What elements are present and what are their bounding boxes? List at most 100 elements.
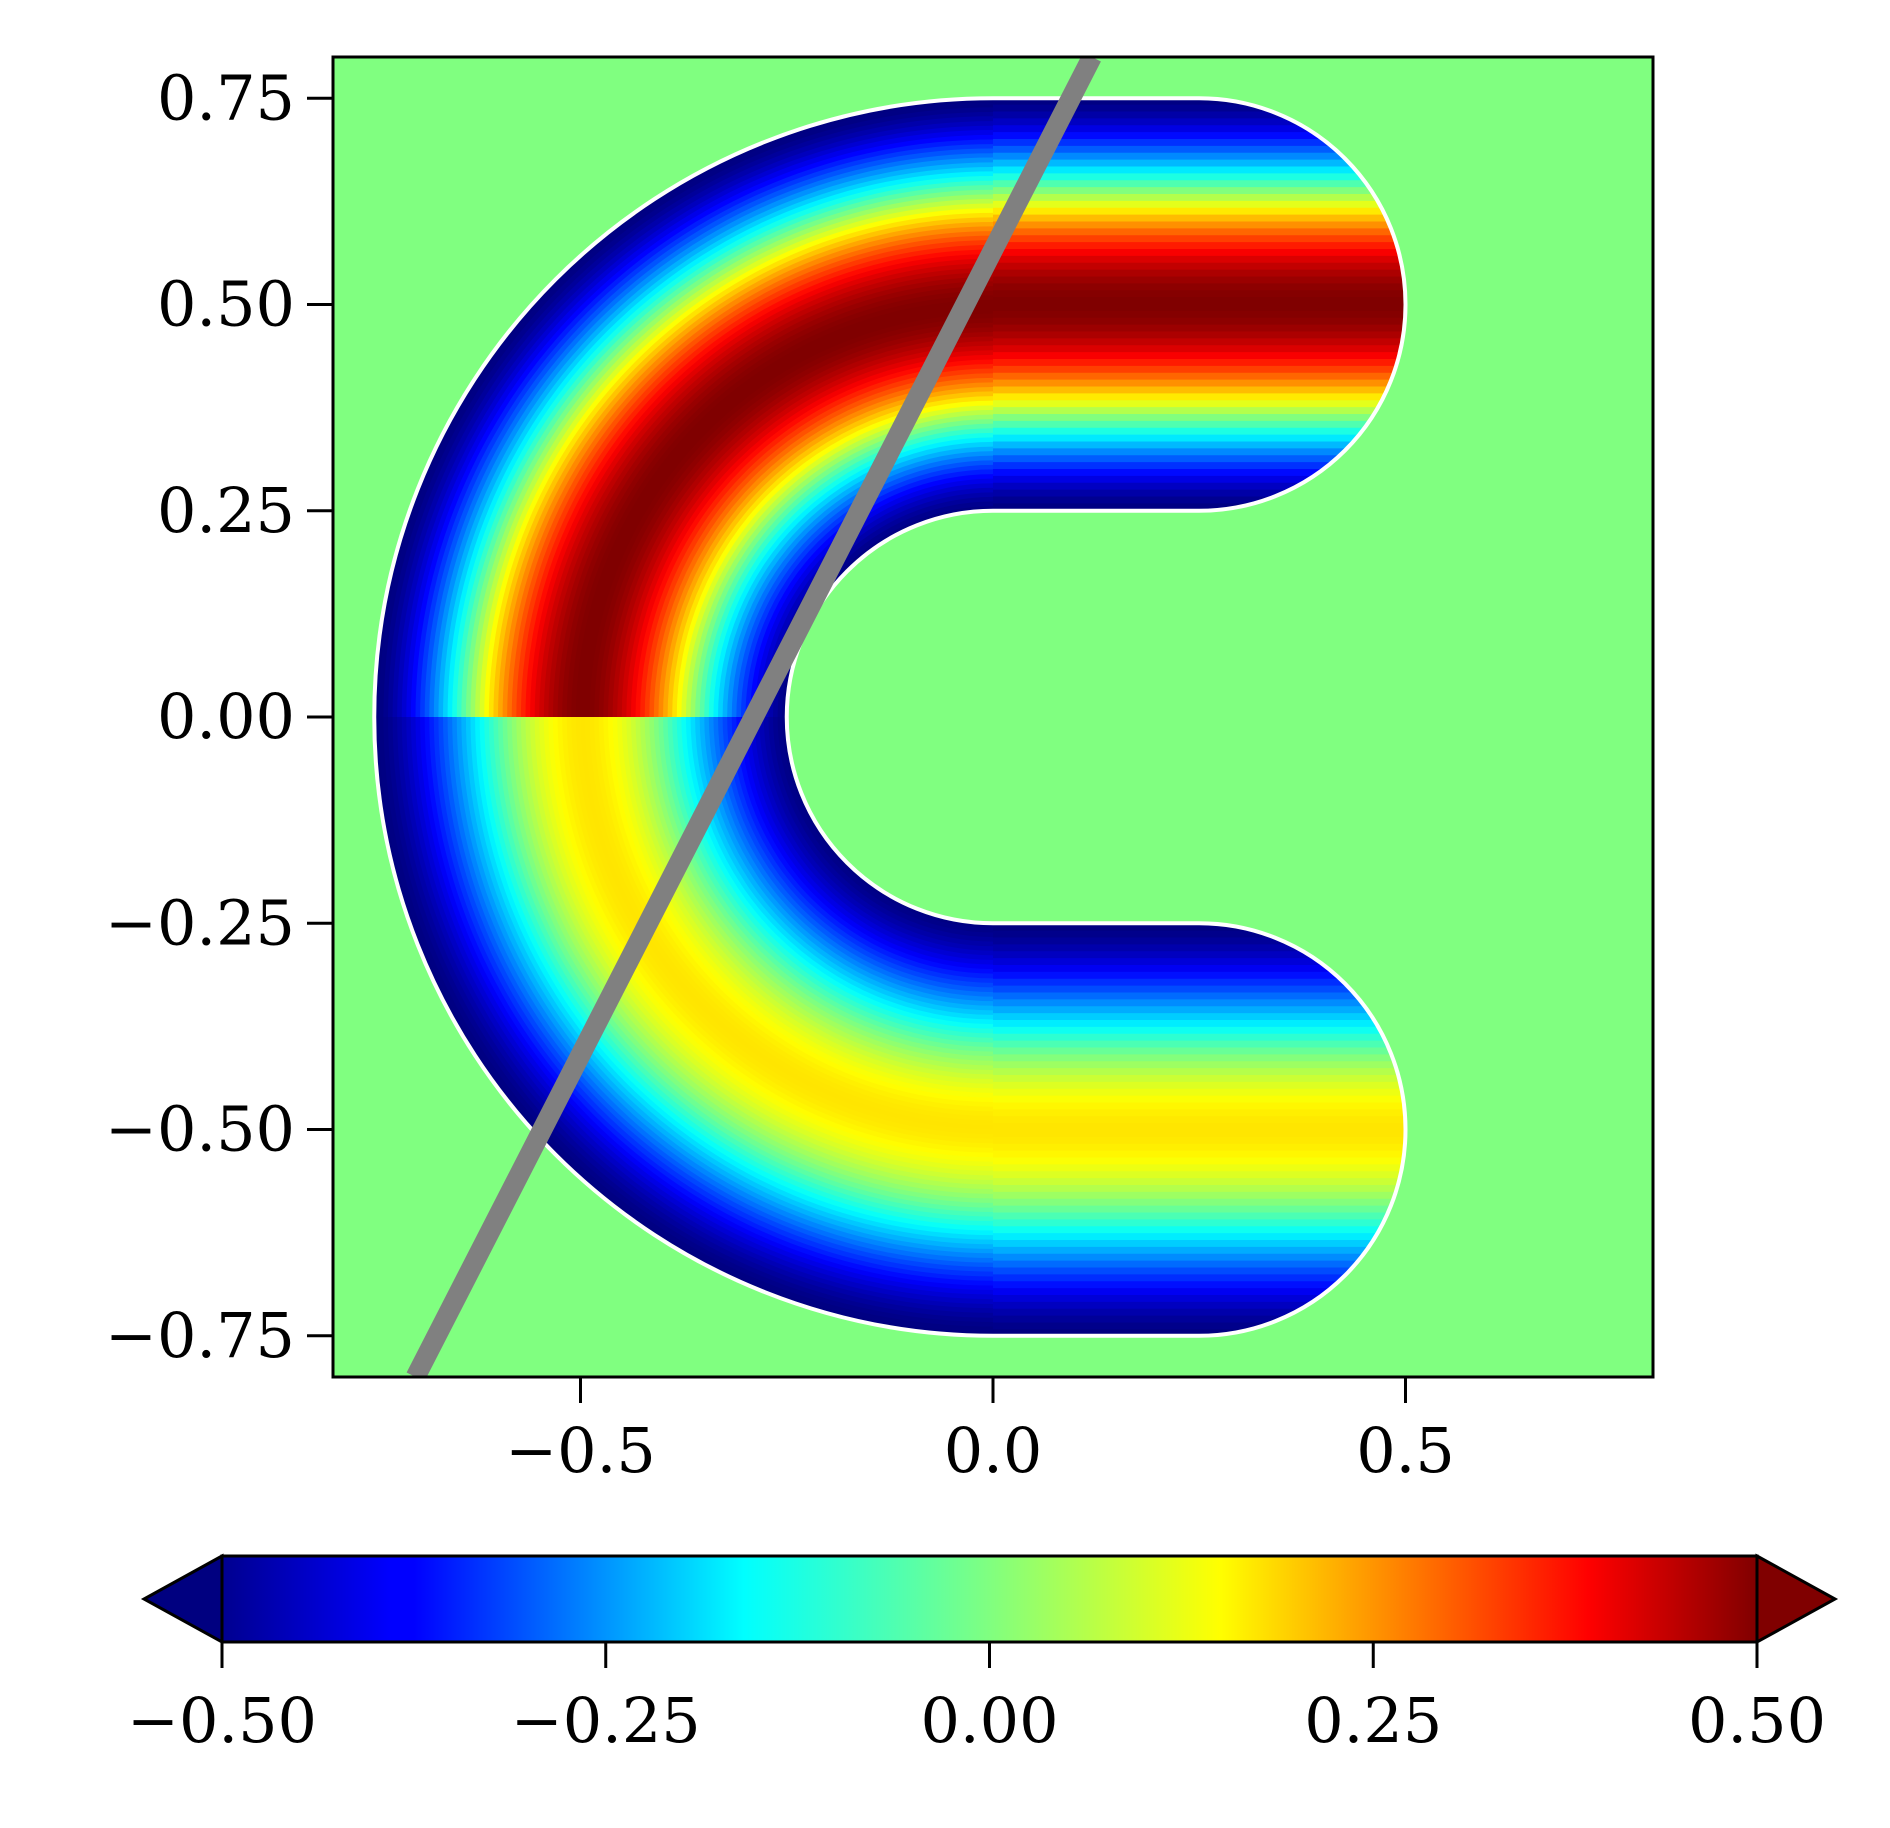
field-arm-row [993,1177,1406,1185]
field-arm-row [993,324,1406,333]
field-arm-row [993,1005,1406,1014]
field-arm-row [993,304,1406,312]
field-arm-row [993,970,1406,979]
colorbar-tick-label: −0.50 [127,1684,317,1757]
field-arm-row [993,1300,1406,1309]
field-arm-row [993,434,1406,443]
field-arm-row [993,166,1406,175]
field-arm-row [993,964,1406,972]
field-arm-row [993,1053,1406,1062]
field-arm-row [993,957,1406,965]
field-arm-row [993,290,1406,299]
field-arm-row [993,200,1406,209]
field-arm-row [993,1225,1406,1234]
field-arm-row [993,1170,1406,1179]
field-arm-row [993,187,1406,195]
field-arm-row [993,1280,1406,1289]
field-arm-row [993,379,1406,388]
field-arm-row [993,1122,1406,1130]
field-arm-row [993,1129,1406,1137]
field-arm-row [993,1307,1406,1316]
field-arm-row [993,1321,1406,1330]
colorbar-tick-label: −0.25 [511,1684,701,1757]
field-arm-row [993,482,1406,491]
y-tick-label: 0.00 [157,680,295,753]
x-tick-label: 0.5 [1356,1414,1455,1487]
field-arm-row [993,1163,1406,1172]
field-arm-row [993,214,1406,223]
colorbar-tick-label: 0.00 [920,1684,1058,1757]
field-arm-row [993,152,1406,161]
y-axis: 0.75 0.50 0.25 0.00 −0.25 −0.50 −0.75 [105,61,333,1372]
field-arm-row [993,922,1406,931]
field-arm-row [993,1019,1406,1027]
cut-line [406,57,1101,1377]
field-arm-row [993,255,1406,264]
y-tick-label: −0.25 [105,886,295,959]
field-arm-row [993,159,1406,168]
field-arm-row [993,400,1406,409]
field-arm-row [993,1266,1406,1275]
field-arm-row [993,1101,1406,1110]
field-arm-row [993,194,1406,202]
field-arm-row [993,1142,1406,1151]
y-tick-label: −0.50 [105,1093,295,1166]
field-arm-row [993,1012,1406,1020]
colorbar-gradient [220,1554,1759,1644]
field-arm-row [993,1197,1406,1206]
field-arm-row [993,345,1406,354]
field-arm-row [993,427,1406,436]
field-arm-row [993,1252,1406,1261]
field-arm-row [993,310,1406,319]
field-arm-row [993,950,1406,959]
field-arm-row [993,283,1406,292]
field-arm-row [993,145,1406,154]
field-arm-row [993,1094,1406,1103]
field-arm-row [993,1032,1406,1041]
x-tick-label: 0.0 [944,1414,1043,1487]
y-tick-label: 0.50 [157,268,295,341]
field-arm-row [993,984,1406,993]
field-arm-row [993,180,1406,189]
field-arm-row [993,1074,1406,1082]
field-arm-row [993,1156,1406,1165]
field-arm-row [993,936,1406,945]
field-arm-row [993,276,1406,285]
y-tick-label: −0.75 [105,1299,295,1372]
field-arm-row [993,1273,1406,1282]
field-arm-row [993,207,1406,216]
field-arm-row [993,469,1406,477]
field-arm-row [993,372,1406,381]
field-arm-row [993,111,1406,120]
colorbar: −0.50 −0.25 0.00 0.25 0.50 [127,1553,1839,1757]
field-arm-row [993,221,1406,230]
field-arm-row [993,503,1406,512]
field-arm-row [993,489,1406,498]
x-axis: −0.5 0.0 0.5 [505,1377,1455,1487]
field-arm-row [993,1287,1406,1295]
field-arm-row [993,441,1406,450]
field-arm-row [993,943,1406,952]
field-arm-row [993,317,1406,326]
field-arm-row [993,1046,1406,1055]
field-arm-row [993,297,1406,305]
field-arm-row [993,393,1406,402]
colorbar-tick-label: 0.25 [1304,1684,1442,1757]
field-arm-row [993,1232,1406,1240]
field-arm-row [993,352,1406,360]
field-arm-row [993,1039,1406,1048]
field-arm-row [993,235,1406,244]
field-arm-row [993,125,1406,134]
field-arm-row [993,98,1406,106]
field-arm-row [993,1245,1406,1254]
field-arm-row [993,104,1406,113]
field-arm-row [993,228,1406,237]
field-arm-row [993,1328,1406,1336]
field-arm-row [993,365,1406,374]
field-arm-row [993,1190,1406,1199]
field-arm-row [993,1259,1406,1268]
field-arm-row [993,448,1406,457]
field-arm-row [993,475,1406,484]
x-tick-label: −0.5 [505,1414,656,1487]
